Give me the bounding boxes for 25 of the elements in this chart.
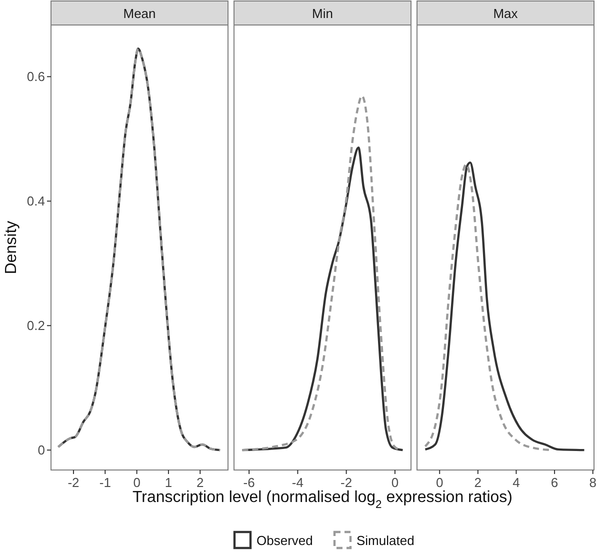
legend-label: Observed bbox=[256, 533, 313, 548]
chart-title: Max bbox=[493, 6, 518, 21]
chart-title: Min bbox=[312, 6, 333, 21]
x-tick-label: -2 bbox=[68, 475, 80, 490]
y-tick-label: 0.6 bbox=[26, 69, 45, 84]
legend-label: Simulated bbox=[356, 533, 414, 548]
x-tick-label: -1 bbox=[99, 475, 111, 490]
y-tick-label: 0.2 bbox=[26, 318, 45, 334]
x-tick-label: 6 bbox=[550, 475, 558, 490]
y-tick-label: 0.4 bbox=[26, 194, 45, 209]
x-tick-label: 0 bbox=[436, 475, 444, 490]
y-axis-title: Density bbox=[3, 220, 20, 274]
chart-title: Mean bbox=[123, 6, 156, 21]
x-tick-label: -4 bbox=[292, 475, 304, 490]
x-tick-label: 0 bbox=[133, 475, 140, 490]
x-tick-label: -6 bbox=[243, 475, 255, 490]
x-tick-label: 8 bbox=[589, 475, 596, 490]
x-tick-label: 4 bbox=[512, 475, 520, 490]
x-tick-label: 1 bbox=[164, 475, 172, 490]
y-tick-label: 0 bbox=[38, 442, 45, 458]
x-tick-label: 2 bbox=[474, 475, 482, 490]
x-tick-label: 0 bbox=[391, 475, 399, 490]
x-axis-title: Transcription level (normalised log$_{2}$ expression ratios) bbox=[132, 489, 513, 511]
x-tick-label: -2 bbox=[340, 475, 352, 490]
x-tick-label: 2 bbox=[196, 475, 204, 490]
